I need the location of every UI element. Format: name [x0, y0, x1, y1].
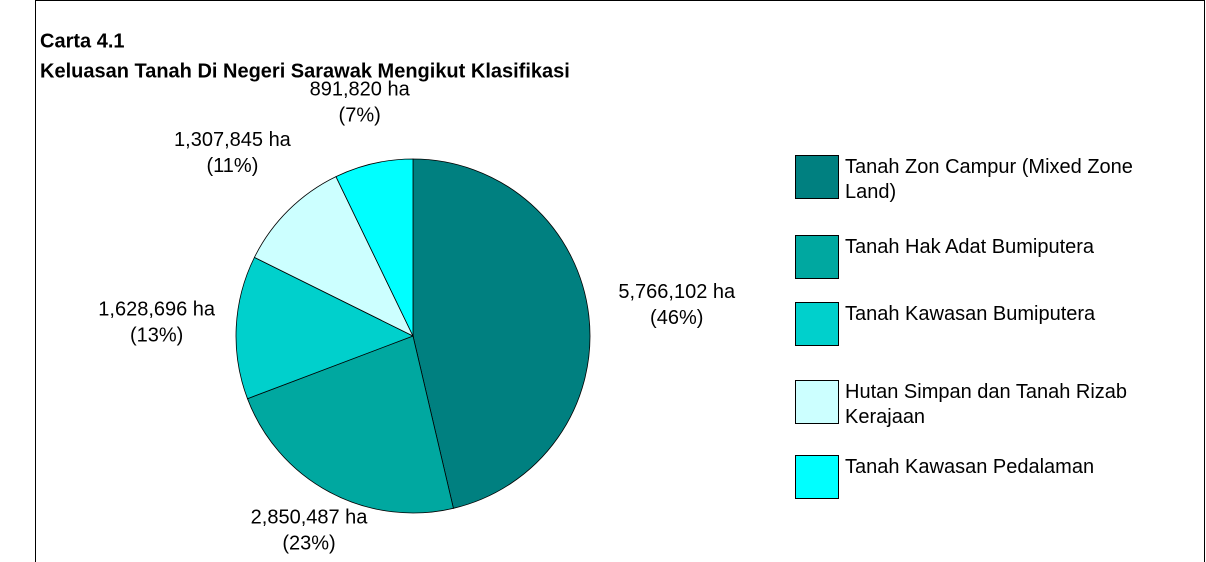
- pie-slice: [246, 335, 454, 514]
- data-label: (13%): [130, 325, 183, 347]
- pie-slice: [235, 256, 414, 400]
- data-label: (23%): [282, 533, 335, 555]
- legend-item: Hutan Simpan dan Tanah Rizab Kerajaan: [795, 380, 1185, 430]
- chart-subtitle: Keluasan Tanah Di Negeri Sarawak Mengiku…: [40, 60, 570, 82]
- data-label: 5,766,102 ha: [618, 281, 736, 303]
- legend-swatch: [795, 235, 839, 279]
- data-label: (46%): [650, 307, 703, 329]
- data-label: (11%): [206, 155, 258, 177]
- legend-swatch: [795, 302, 839, 346]
- pie-slice: [412, 158, 591, 509]
- legend-swatch: [795, 155, 839, 199]
- legend-item: Tanah Zon Campur (Mixed Zone Land): [795, 155, 1185, 205]
- chart-title: Carta 4.1: [40, 30, 125, 52]
- legend-label: Tanah Kawasan Bumiputera: [845, 303, 1096, 325]
- legend-item: Tanah Hak Adat Bumiputera: [795, 235, 1185, 279]
- legend-item: Tanah Kawasan Bumiputera: [795, 302, 1185, 346]
- legend-item: Tanah Kawasan Pedalaman: [795, 455, 1185, 499]
- data-label: (7%): [339, 104, 381, 126]
- data-label: 891,820 ha: [310, 78, 411, 100]
- legend-swatch: [795, 380, 839, 424]
- pie-slice: [335, 158, 414, 337]
- legend-label: Tanah Zon Campur (Mixed Zone Land): [845, 156, 1133, 203]
- data-label: 1,628,696 ha: [98, 299, 216, 321]
- frame: [35, 0, 1205, 562]
- legend-label: Tanah Hak Adat Bumiputera: [845, 236, 1095, 258]
- legend-label: Tanah Kawasan Pedalaman: [845, 456, 1095, 478]
- legend-label: Hutan Simpan dan Tanah Rizab Kerajaan: [845, 381, 1128, 428]
- legend-swatch: [795, 455, 839, 499]
- data-label: 2,850,487 ha: [251, 507, 369, 529]
- data-label: 1,307,845 ha: [174, 129, 292, 151]
- pie-slice: [253, 176, 414, 337]
